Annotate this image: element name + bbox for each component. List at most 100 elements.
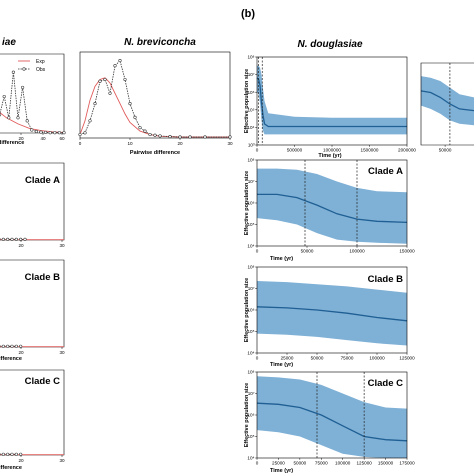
x-tick-label: 20 (18, 136, 24, 141)
title-bsp-clade-a: Clade A (368, 166, 403, 177)
y-tick-label: 10⁶ (247, 413, 254, 418)
frame-bsp-douglasiae (256, 56, 408, 146)
mismatch-panel-top-cut: iae 20 40 60 difference Exp Obs (0, 37, 66, 146)
obs-point (10, 344, 14, 348)
obs-point (16, 116, 20, 120)
obs-point (30, 128, 34, 132)
obs-point (62, 131, 66, 135)
xlabel-breviconcha: Pairwise difference (130, 150, 180, 156)
mismatch-panel-clade-c: Clade C 20 30 ifference (0, 369, 65, 471)
x-tick-label: 75000 (315, 461, 328, 466)
x-tick-label: 125000 (356, 461, 372, 466)
plot-area-bsp-douglasiae: 0 500000 1000000 1500000 2000000 10³ 10⁴ 10⁵ 10⁶… (247, 55, 416, 153)
x-tick-label: 150000 (399, 249, 415, 254)
y-tick-label: 10⁸ (247, 370, 254, 375)
series-line-exp (0, 112, 65, 133)
y-tick-label: 10⁶ (247, 90, 254, 95)
legend-exp-label: Exp (36, 59, 45, 65)
bsp-panel-douglasiae: 0 500000 1000000 1500000 2000000 10³ 10⁴ 10⁵ 10⁶… (244, 55, 416, 159)
median-line (420, 90, 474, 112)
y-tick-label: 10⁴ (247, 456, 254, 461)
median-line (256, 306, 408, 322)
x-tick-label: 30 (59, 243, 65, 248)
y-tick-label: 10⁸ (247, 158, 254, 163)
obs-point (10, 237, 14, 241)
obs-point (108, 91, 112, 95)
x-tick-label: 100000 (369, 356, 385, 361)
bsp-panel-clade-b: 0 25000 50000 75000 100000 125000 10⁴ 10⁵ 10⁶ 10⁷… (244, 265, 415, 368)
mismatch-panel-clade-b: Clade B 20 30 ifference (0, 259, 65, 362)
obs-point (48, 131, 52, 135)
y-tick-label: 10⁸ (247, 265, 254, 270)
xlabel-mm-clade-c: ifference (0, 465, 22, 471)
xlabel-top-cut: difference (0, 140, 24, 146)
plot-area-bsp-clade-a: 0 50000 100000 150000 10⁴ 10⁵ 10⁶ 10⁷ 10⁸ (247, 158, 415, 254)
obs-point (39, 130, 43, 134)
frame-bsp-clade-a (256, 159, 408, 247)
mismatch-panel-clade-a: Clade A 20 30 (0, 162, 65, 248)
title-mm-clade-c: Clade C (25, 376, 61, 387)
plot-area-bsp-douglasiae-cut: 50000 (420, 63, 474, 153)
plot-area-bsp-clade-c: 0 25000 50000 75000 100000 125000 150000 175000… (247, 370, 415, 466)
obs-point (143, 129, 147, 133)
x-tick-label: 50000 (301, 249, 314, 254)
legend-obs-label: Obs (36, 67, 46, 73)
y-tick-label: 10⁷ (248, 391, 255, 396)
ylabel-bsp-clade-b: Effective population size (244, 278, 250, 342)
obs-point (118, 59, 122, 63)
series-line-obs (0, 72, 64, 134)
y-tick-label: 10³ (248, 143, 255, 148)
obs-point (148, 132, 152, 137)
xlabel-bsp-douglasiae: Time (yr) (318, 153, 341, 159)
plot-area-mm-clade-b: 20 30 (0, 344, 65, 355)
bsp-panel-clade-a: 0 50000 100000 150000 10⁴ 10⁵ 10⁶ 10⁷ 10⁸ Clade … (244, 158, 415, 262)
xlabel-mm-clade-b: ifference (0, 356, 22, 362)
obs-point (25, 119, 29, 123)
obs-point (178, 135, 182, 139)
plot-area-mm-clade-a: 20 30 (0, 237, 65, 248)
obs-point (19, 344, 23, 348)
obs-point (44, 130, 48, 134)
legend-obs-marker (22, 67, 26, 71)
title-douglasiae: N. douglasiae (297, 39, 362, 50)
x-tick-label: 0 (256, 461, 259, 466)
y-tick-label: 10⁷ (248, 286, 255, 291)
y-tick-label: 10⁵ (247, 434, 254, 439)
obs-point (7, 116, 11, 120)
frame-bsp-clade-b (256, 266, 408, 354)
ylabel-bsp-clade-c: Effective population size (244, 383, 250, 447)
series-line-exp (79, 77, 230, 138)
obs-point (123, 77, 127, 82)
x-tick-label: 75000 (341, 356, 354, 361)
plot-area-top-cut: 20 40 60 (0, 70, 66, 141)
obs-point (14, 452, 18, 456)
title-cut-left: iae (2, 37, 16, 48)
median-line (257, 193, 408, 224)
x-tick-label: 125000 (399, 356, 415, 361)
y-tick-label: 10⁵ (247, 329, 254, 334)
x-tick-label: 20 (18, 243, 24, 248)
ylabel-bsp-clade-a: Effective population size (244, 171, 250, 235)
obs-point (78, 132, 82, 137)
frame-bsp-clade-c (256, 371, 408, 459)
obs-point (6, 237, 10, 241)
obs-point (128, 102, 132, 106)
obs-point (113, 64, 117, 68)
y-tick-label: 10⁶ (247, 308, 254, 313)
obs-point (14, 237, 18, 241)
x-tick-label: 50000 (311, 356, 324, 361)
y-tick-label: 10⁶ (247, 201, 254, 206)
hpd-band (257, 168, 407, 244)
ylabel-bsp-douglasiae: Effective population size (244, 69, 250, 133)
plot-area-breviconcha: 0 10 20 30 (78, 59, 233, 146)
obs-point (23, 237, 27, 241)
obs-point (53, 131, 57, 135)
x-tick-label: 20 (18, 458, 24, 463)
x-tick-label: 175000 (399, 461, 415, 466)
obs-point (19, 237, 23, 241)
x-tick-label: 0 (256, 148, 259, 153)
series-line-obs (79, 59, 230, 138)
plot-area-mm-clade-c: 20 30 (0, 452, 65, 463)
x-tick-label: 0 (256, 356, 259, 361)
